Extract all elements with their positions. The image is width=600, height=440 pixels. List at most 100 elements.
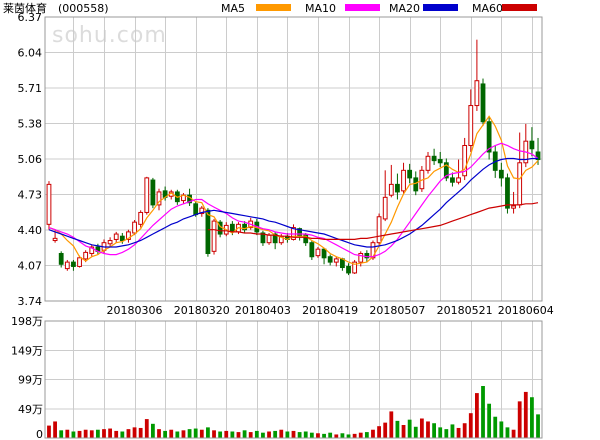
candle-body [205,209,211,254]
volume-bar [65,429,70,438]
candle [333,256,339,267]
volume-bar [322,433,326,438]
candle [77,255,82,268]
volume-bar [230,431,235,438]
candle [486,116,492,160]
legend-label-ma5: MA5 [221,2,245,15]
volume-bar [291,430,296,438]
candle-body [364,252,370,259]
price-y-tick-label: 5.71 [18,82,43,95]
volume-bar [47,425,51,438]
volume-bar [487,403,492,438]
candle-body [132,221,137,234]
volume-bar [297,432,302,438]
ma-line-ma10 [48,142,539,258]
candle [303,232,309,246]
date-tick-label: 20180521 [437,304,493,317]
candle [138,210,144,228]
candle [205,208,211,257]
volume-bar [389,411,394,438]
candle-body [58,252,64,265]
date-tick-label: 20180320 [174,304,230,317]
candle [425,151,431,174]
volume-bar [212,430,216,438]
volume-bar [499,421,504,438]
legend-label-ma10: MA10 [305,2,336,15]
candle [199,205,205,217]
volume-bar [468,413,473,438]
price-y-tick-label: 4.07 [18,260,43,273]
candle-body [138,211,144,225]
candle [511,191,516,214]
date-tick-label: 20180419 [302,304,358,317]
candle [217,220,223,238]
candle [480,78,486,127]
price-y-tick-label: 5.06 [18,153,43,166]
candle-body [52,237,58,242]
candle-body [321,248,327,259]
candle-body [529,140,535,150]
volume-bar [377,426,381,438]
date-tick-label: 20180604 [498,304,554,317]
candle [309,240,315,260]
candle [468,89,474,152]
candle-body [156,191,162,206]
volume-bar [523,391,528,438]
candle [46,181,52,230]
candle [474,39,480,111]
candle-body [511,205,516,209]
candle-body [425,155,431,171]
candle-body [199,207,205,215]
stock-name: 莱茵体育 [3,1,47,15]
candle [321,248,327,265]
candle-body [303,234,309,244]
volume-bar [144,419,149,438]
date-tick-label: 20180507 [369,304,425,317]
candle [382,170,388,222]
candle [150,177,156,209]
volume-bar [236,432,241,438]
candle [419,166,425,192]
volume-bar [193,428,198,438]
volume-bar [59,430,64,438]
date-tick-label: 20180306 [107,304,163,317]
ma-line-ma60 [207,202,539,240]
volume-bar [419,418,424,438]
candle-body [150,179,156,206]
volume-bar [187,429,192,438]
candle [407,163,413,184]
candle [242,221,247,233]
candle [64,259,70,271]
volume-bar [279,429,284,438]
candlesticks [46,39,541,276]
volume-bar [218,431,223,438]
volume-bar [206,427,210,438]
volume-y-tick-label: 99万 [18,374,43,387]
legend-swatch-ma10 [345,4,380,11]
candle [437,151,443,168]
candle-body [413,177,419,192]
candle-body [498,169,504,179]
candle-body [505,177,510,209]
candle-body [382,196,388,220]
candle [535,137,541,165]
candle [376,213,382,245]
volume-bar [493,416,498,438]
ma-line-ma5 [48,115,539,265]
volume-bar [114,430,119,438]
candle-body [107,240,113,245]
volume-bar [132,427,137,438]
volume-bar [175,431,180,438]
candle-body [474,80,480,107]
candle-body [193,203,199,216]
candle-body [113,233,119,240]
volume-bar [102,429,106,438]
candle-body [395,183,400,193]
candle-body [327,256,333,263]
candle [132,220,137,236]
volume-bar [309,432,314,438]
volume-bar [340,433,345,438]
volume-bar [407,419,412,438]
volume-bar [383,422,388,438]
